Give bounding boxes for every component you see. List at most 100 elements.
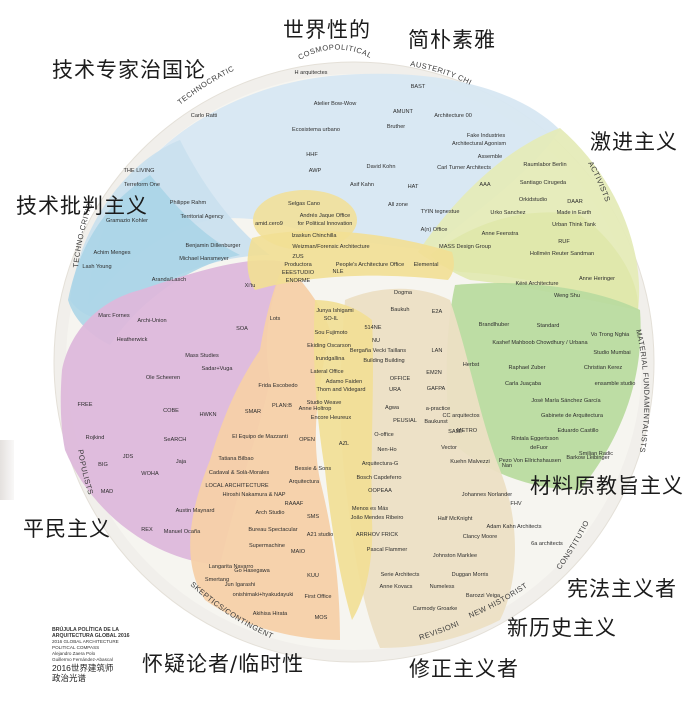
firm-label: All zone bbox=[388, 202, 408, 208]
firm-label: Aranda/Lasch bbox=[152, 277, 187, 283]
firm-label: Benjamin Dillenburger bbox=[185, 243, 240, 249]
label-cosmopolitan: 世界性的 bbox=[283, 18, 371, 42]
firm-label: Barkow Leibinger bbox=[566, 455, 609, 461]
firm-label: LOCAL ARCHITECTURE bbox=[205, 483, 268, 489]
firm-label: Rojkind bbox=[86, 435, 105, 441]
credit-line: Alejandro Zaera Polo bbox=[52, 651, 96, 656]
firm-label: THE LIVING bbox=[123, 168, 154, 174]
firm-label: Michael Hansmeyer bbox=[179, 256, 229, 262]
firm-label: Dogma bbox=[394, 290, 413, 296]
firm-label: Vector bbox=[441, 445, 457, 451]
firm-label: OOPEAA bbox=[368, 488, 392, 494]
firm-label: Urban Think Tank bbox=[552, 222, 596, 228]
firm-label: Encore Heureux bbox=[311, 415, 352, 421]
firm-label: ENORME bbox=[286, 278, 311, 284]
firm-label: Arquitectura-G bbox=[362, 461, 398, 467]
region-material bbox=[446, 282, 641, 490]
firm-label: HWKN bbox=[199, 412, 216, 418]
firm-label: People's Architecture Office bbox=[336, 262, 404, 268]
firm-label: SeARCH bbox=[164, 437, 187, 443]
firm-label: BAST bbox=[411, 84, 426, 90]
firm-label: for Political Innovation bbox=[298, 221, 353, 227]
firm-label: Austin Maynard bbox=[176, 508, 215, 514]
firm-label: Tatiana Bilbao bbox=[218, 456, 253, 462]
firm-label: Frida Escobedo bbox=[258, 383, 297, 389]
firm-label: WOHA bbox=[141, 471, 159, 477]
firm-label: Selgas Cano bbox=[288, 201, 320, 207]
firm-label: Izaskun Chinchilla bbox=[291, 233, 337, 239]
firm-label: PEUSIAL bbox=[393, 418, 417, 424]
firm-label: Pezo Von Ellrichshausen bbox=[499, 458, 561, 464]
firm-label: DAAR bbox=[567, 199, 583, 205]
region-cosmopolitan bbox=[88, 73, 560, 305]
firm-label: Marc Fornes bbox=[98, 313, 130, 319]
ring-label-tcrit: TECHNO-CRITICAL bbox=[0, 0, 94, 268]
firm-label: SOA bbox=[236, 326, 248, 332]
firm-label: Sou Fujimoto bbox=[315, 330, 348, 336]
firm-label: Bosch Capdeferro bbox=[356, 475, 401, 481]
firm-label: Vo Trong Nghia bbox=[591, 332, 630, 338]
firm-label: CC arquitectos bbox=[443, 413, 480, 419]
firm-label: H arquitectes bbox=[295, 70, 328, 76]
firm-label: Arquitectura bbox=[289, 479, 320, 485]
firm-label: Weizman/Forensic Architecture bbox=[292, 244, 369, 250]
label-populists: 平民主义 bbox=[23, 517, 111, 541]
firm-label: Heatherwick bbox=[117, 337, 148, 343]
firm-label: Bessie & Sons bbox=[295, 466, 332, 472]
firm-label: Elemental bbox=[414, 262, 439, 268]
firm-label: Brandlhuber bbox=[479, 322, 510, 328]
firm-label: a-practice bbox=[426, 406, 451, 412]
firm-label: Junya Ishigami bbox=[316, 308, 353, 314]
firm-label: Herbst bbox=[463, 362, 480, 368]
firm-label: Hollmén Reuter Sandman bbox=[530, 251, 594, 257]
firm-label: Bergaña Vecki Taillans bbox=[350, 348, 406, 354]
label-skeptics: 怀疑论者/临时性 bbox=[142, 652, 305, 676]
firm-label: SMAR bbox=[245, 409, 261, 415]
firm-label: BIG bbox=[98, 462, 108, 468]
firm-label: Productora bbox=[284, 262, 312, 268]
credit-cn-line: 2016世界建筑师 bbox=[52, 663, 114, 673]
firm-label: João Mendes Ribeiro bbox=[351, 515, 404, 521]
region-skeptics bbox=[190, 262, 340, 640]
firm-label: Raumlabor Berlin bbox=[523, 162, 566, 168]
firm-label: Orkidstudio bbox=[519, 197, 547, 203]
firm-label: LAN bbox=[432, 348, 443, 354]
firm-label: Santiago Cirugeda bbox=[520, 180, 567, 186]
firm-label: Mass Studies bbox=[185, 353, 219, 359]
label-austerity: 简朴素雅 bbox=[408, 28, 496, 52]
firm-label: Gramazio Kohler bbox=[106, 218, 148, 224]
firm-label: Half McKnight bbox=[438, 516, 473, 522]
firm-label: Xi'tu bbox=[245, 283, 256, 289]
firm-label: O-office bbox=[374, 432, 393, 438]
firm-label: Christian Kerez bbox=[584, 365, 622, 371]
firm-label: Bureau Spectacular bbox=[248, 527, 297, 533]
credit-line: ARQUITECTURA GLOBAL 2016 bbox=[52, 633, 130, 639]
firm-label: Anne Holtrop bbox=[299, 406, 332, 412]
firm-label: Anne Heringer bbox=[579, 276, 615, 282]
firm-label: Carla Juaçaba bbox=[505, 381, 542, 387]
firm-label: Lots bbox=[270, 316, 281, 322]
firm-label: 514NE bbox=[364, 325, 381, 331]
firm-label: Territorial Agency bbox=[181, 214, 224, 220]
firm-label: José María Sánchez García bbox=[531, 398, 601, 404]
firm-label: Weng Shu bbox=[554, 293, 580, 299]
label-activists: 激进主义 bbox=[590, 130, 678, 154]
region-activists-inner bbox=[430, 212, 639, 310]
firm-label: Jun Igarashi bbox=[225, 582, 255, 588]
firm-label: Kuehn Malvezzi bbox=[450, 459, 490, 465]
firm-label: Carlo Ratti bbox=[191, 113, 217, 119]
firm-label: Jaja bbox=[176, 459, 187, 465]
firm-label: Nen-Ho bbox=[377, 447, 396, 453]
firm-label: MAIO bbox=[291, 549, 306, 555]
firm-label: Adamo Faiden bbox=[326, 379, 362, 385]
firm-label: ZUS bbox=[292, 254, 303, 260]
firm-label: AAA bbox=[479, 182, 490, 188]
firm-label: Menos es Más bbox=[352, 506, 389, 512]
firm-label: Assemble bbox=[478, 154, 503, 160]
label-new-historists: 新历史主义 bbox=[507, 616, 617, 640]
firm-label: ensamble studio bbox=[595, 381, 636, 387]
region-center bbox=[313, 300, 373, 620]
firm-label: Eduardo Castillo bbox=[557, 428, 598, 434]
